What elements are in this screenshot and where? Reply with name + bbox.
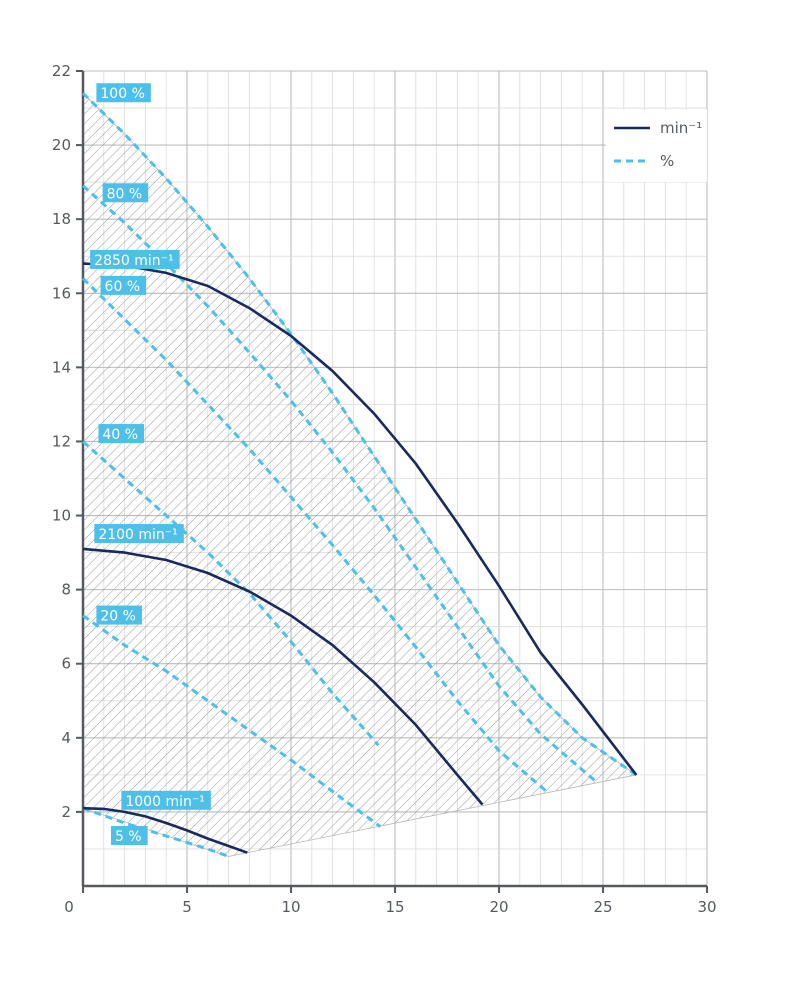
curve-label-5: 5 % <box>110 825 148 845</box>
curve-label-80: 80 % <box>102 183 149 203</box>
curve-label-text: 2850 min⁻¹ <box>94 253 173 269</box>
curve-label-text: 5 % <box>115 829 142 845</box>
efficiency-curve-5 <box>82 806 230 858</box>
curve-label-text: 80 % <box>107 186 143 202</box>
legend-label: min⁻¹ <box>660 119 702 137</box>
y-tick-label: 4 <box>61 729 71 747</box>
x-tick-label: 15 <box>385 898 404 916</box>
curve-label-60: 60 % <box>100 275 147 295</box>
curve-label-bg <box>100 275 147 295</box>
curve-label-bg <box>90 249 180 269</box>
operating-area-hatch <box>82 92 638 857</box>
curve-label-text: 1000 min⁻¹ <box>125 794 204 810</box>
curve-label-20: 20 % <box>96 605 142 625</box>
x-tick-label: 20 <box>489 898 508 916</box>
curve-label-2850-min: 2850 min⁻¹ <box>90 249 180 269</box>
curve-label-text: 100 % <box>100 86 144 102</box>
y-tick-label: 16 <box>52 284 71 302</box>
legend: min⁻¹% <box>606 110 707 182</box>
y-tick-label: 12 <box>52 432 71 450</box>
efficiency-curve-100 <box>81 92 638 777</box>
speed-curve-2850-min <box>82 262 638 776</box>
curve-label-2100-min: 2100 min⁻¹ <box>94 524 184 544</box>
y-tick-label: 18 <box>52 210 71 228</box>
y-tick-label: 20 <box>52 136 71 154</box>
curve-label-bg <box>94 524 184 544</box>
y-tick-label: 8 <box>61 581 71 599</box>
axes: 0 5 10 15 20 25 30 2 4 6 8 10 12 14 16 18 20 22 <box>52 62 717 916</box>
x-tick-label: 10 <box>281 898 300 916</box>
curve-label-bg <box>98 424 145 444</box>
speed-curve-2100-min <box>82 547 484 806</box>
efficiency-curve-40 <box>82 440 380 747</box>
curve-label-40: 40 % <box>98 424 145 444</box>
x-tick-label: 5 <box>182 898 192 916</box>
y-tick-label: 22 <box>52 62 71 80</box>
y-tick-label: 10 <box>52 507 71 525</box>
curve-label-1000-min: 1000 min⁻¹ <box>121 790 211 810</box>
curve-label-bg <box>96 83 151 103</box>
curve-label-text: 20 % <box>100 609 136 625</box>
legend-label: % <box>660 152 674 170</box>
curve-label-100: 100 % <box>96 83 151 103</box>
speed-curve-1000-min <box>82 806 248 854</box>
curve-label-bg <box>102 183 149 203</box>
curve-label-text: 40 % <box>102 427 138 443</box>
x-tick-label: 30 <box>697 898 716 916</box>
curve-label-text: 60 % <box>105 279 141 295</box>
x-tick-label: 0 <box>64 898 74 916</box>
y-tick-label: 6 <box>61 655 71 673</box>
curve-label-bg <box>110 825 148 845</box>
curve-label-text: 2100 min⁻¹ <box>98 527 177 543</box>
x-tick-label: 25 <box>593 898 612 916</box>
curve-labels: 2850 min⁻¹ 2100 min⁻¹ 1000 min⁻¹ 100 % 80 % 6… <box>90 83 211 845</box>
curve-label-bg <box>96 605 142 625</box>
curve-label-bg <box>121 790 211 810</box>
y-tick-label: 2 <box>61 803 71 821</box>
legend-box <box>606 110 707 182</box>
y-tick-label: 14 <box>52 358 71 376</box>
